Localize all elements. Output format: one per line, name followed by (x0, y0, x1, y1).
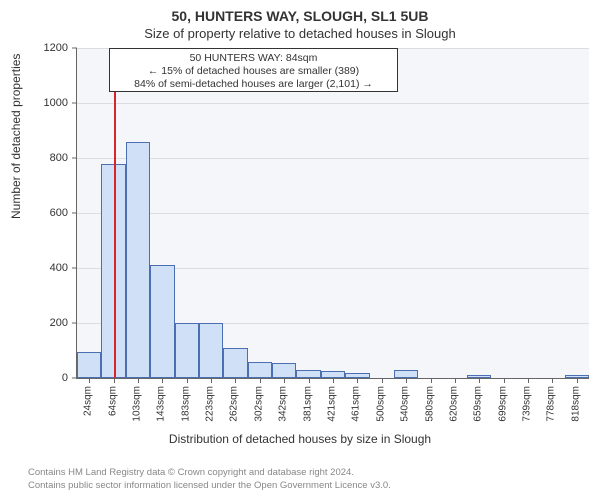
x-tick-mark (431, 378, 432, 383)
x-tick-label: 620sqm (448, 386, 459, 422)
y-tick-mark (72, 103, 77, 104)
x-tick-label: 24sqm (83, 386, 94, 416)
y-tick-mark (72, 213, 77, 214)
y-tick-mark (72, 48, 77, 49)
x-tick-mark (479, 378, 480, 383)
x-tick-mark (235, 378, 236, 383)
x-tick-label: 818sqm (570, 386, 581, 422)
y-tick-mark (72, 323, 77, 324)
x-tick-mark (504, 378, 505, 383)
reference-line (114, 48, 116, 378)
histogram-bar (150, 265, 174, 378)
y-axis-label: Number of detached properties (9, 203, 23, 219)
y-tick-mark (72, 268, 77, 269)
x-tick-label: 183sqm (180, 386, 191, 422)
chart-subtitle: Size of property relative to detached ho… (0, 26, 600, 41)
info-box-line: 50 HUNTERS WAY: 84sqm (114, 52, 393, 65)
x-tick-mark (138, 378, 139, 383)
x-tick-mark (455, 378, 456, 383)
x-tick-label: 103sqm (131, 386, 142, 422)
credit-line-1: Contains HM Land Registry data © Crown c… (28, 467, 354, 478)
histogram-bar (272, 363, 296, 378)
y-tick-label: 0 (62, 372, 68, 384)
x-tick-label: 580sqm (424, 386, 435, 422)
x-axis-label: Distribution of detached houses by size … (0, 432, 600, 446)
x-tick-mark (284, 378, 285, 383)
x-tick-mark (309, 378, 310, 383)
info-box-line: ← 15% of detached houses are smaller (38… (114, 65, 393, 78)
histogram-bar (175, 323, 199, 378)
y-tick-label: 800 (50, 152, 68, 164)
y-tick-label: 600 (50, 207, 68, 219)
x-tick-mark (382, 378, 383, 383)
info-box: 50 HUNTERS WAY: 84sqm← 15% of detached h… (109, 48, 398, 92)
chart-title: 50, HUNTERS WAY, SLOUGH, SL1 5UB (0, 8, 600, 24)
x-tick-label: 500sqm (375, 386, 386, 422)
gridline (77, 103, 589, 104)
histogram-bar (223, 348, 247, 378)
y-tick-label: 1000 (44, 97, 68, 109)
y-tick-label: 200 (50, 317, 68, 329)
x-tick-mark (552, 378, 553, 383)
x-tick-label: 699sqm (497, 386, 508, 422)
x-tick-mark (114, 378, 115, 383)
histogram-bar (199, 323, 223, 378)
y-tick-label: 1200 (44, 42, 68, 54)
x-tick-label: 461sqm (351, 386, 362, 422)
histogram-bar (296, 370, 320, 378)
x-tick-label: 739sqm (522, 386, 533, 422)
x-tick-label: 381sqm (302, 386, 313, 422)
x-tick-mark (357, 378, 358, 383)
x-tick-label: 659sqm (473, 386, 484, 422)
x-tick-label: 64sqm (107, 386, 118, 416)
gridline (77, 213, 589, 214)
plot-area (76, 48, 589, 379)
x-tick-label: 540sqm (400, 386, 411, 422)
histogram-bar (77, 352, 101, 378)
x-tick-mark (211, 378, 212, 383)
x-tick-mark (187, 378, 188, 383)
y-tick-mark (72, 158, 77, 159)
x-tick-mark (333, 378, 334, 383)
x-tick-label: 262sqm (229, 386, 240, 422)
x-tick-mark (528, 378, 529, 383)
x-tick-mark (577, 378, 578, 383)
histogram-bar (126, 142, 150, 379)
x-tick-mark (406, 378, 407, 383)
chart-container: { "title": { "text": "50, HUNTERS WAY, S… (0, 0, 600, 500)
x-tick-label: 342sqm (278, 386, 289, 422)
x-tick-label: 143sqm (156, 386, 167, 422)
x-tick-label: 421sqm (327, 386, 338, 422)
x-tick-mark (162, 378, 163, 383)
histogram-bar (248, 362, 272, 379)
credit-line-2: Contains public sector information licen… (28, 480, 391, 491)
x-tick-label: 302sqm (253, 386, 264, 422)
x-tick-mark (260, 378, 261, 383)
histogram-bar (394, 370, 418, 378)
x-tick-label: 223sqm (205, 386, 216, 422)
y-tick-label: 400 (50, 262, 68, 274)
info-box-line: 84% of semi-detached houses are larger (… (114, 78, 393, 91)
x-tick-label: 778sqm (546, 386, 557, 422)
x-tick-mark (89, 378, 90, 383)
histogram-bar (321, 371, 345, 378)
gridline (77, 158, 589, 159)
